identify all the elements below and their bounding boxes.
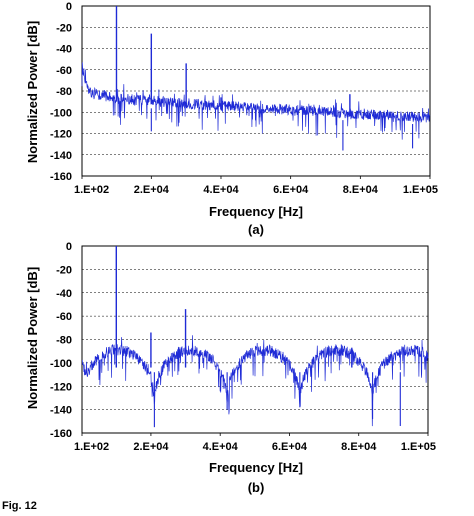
figure-caption: Fig. 12 xyxy=(2,500,37,512)
x-tick-label: 1.E+05 xyxy=(403,184,438,196)
panel-label-a: (a) xyxy=(248,222,264,237)
y-axis-label-b: Normalized Power [dB] xyxy=(25,267,40,409)
y-tick-label: -140 xyxy=(50,150,72,162)
y-tick-label: -80 xyxy=(56,86,72,98)
x-tick-label: 1.E+05 xyxy=(401,441,436,453)
x-tick-labels-a: 1.E+02 2.E+04 4.E+04 6.E+04 8.E+04 1.E+05 xyxy=(74,176,438,196)
y-tick-labels-b: 0 -20 -40 -60 -80 -100 -120 -140 -160 xyxy=(50,241,72,440)
x-tick-label: 6.E+04 xyxy=(272,441,308,453)
y-tick-label: 0 xyxy=(66,241,72,253)
y-tick-label: -20 xyxy=(56,22,72,34)
y-tick-label: -40 xyxy=(56,44,72,56)
y-tick-label: -80 xyxy=(56,335,72,347)
x-tick-label: 2.E+04 xyxy=(133,441,169,453)
panel-a: Normalized Power [dB] 0 -20 -40 -60 -80 -100 -… xyxy=(25,1,438,237)
y-tick-label: -20 xyxy=(56,264,72,276)
spectral-peaks-b xyxy=(115,246,401,428)
x-tick-label: 1.E+02 xyxy=(74,184,109,196)
x-tick-labels-b: 1.E+02 2.E+04 4.E+04 6.E+04 8.E+04 1.E+05 xyxy=(74,433,436,453)
y-tick-label: 0 xyxy=(66,1,72,13)
y-tick-label: -100 xyxy=(50,358,72,370)
panel-label-b: (b) xyxy=(248,480,265,495)
x-tick-label: 6.E+04 xyxy=(273,184,309,196)
spectrum-series-b xyxy=(81,335,429,427)
spectral-peaks-a xyxy=(115,6,414,151)
x-axis-label-a: Frequency [Hz] xyxy=(209,204,303,219)
x-tick-label: 4.E+04 xyxy=(203,184,239,196)
x-tick-label: 8.E+04 xyxy=(343,184,379,196)
x-axis-label-b: Frequency [Hz] xyxy=(209,460,303,475)
y-tick-label: -120 xyxy=(50,129,72,141)
spectrum-series-a xyxy=(81,62,431,140)
figure: Normalized Power [dB] 0 -20 -40 -60 -80 -100 -… xyxy=(25,1,438,495)
x-tick-label: 2.E+04 xyxy=(134,184,170,196)
y-tick-label: -160 xyxy=(50,428,72,440)
x-tick-label: 4.E+04 xyxy=(203,441,239,453)
y-tick-label: -160 xyxy=(50,171,72,183)
x-tick-label: 1.E+02 xyxy=(74,441,109,453)
y-axis-label-a: Normalized Power [dB] xyxy=(25,21,40,163)
x-tick-label: 8.E+04 xyxy=(341,441,377,453)
y-tick-label: -60 xyxy=(56,311,72,323)
y-tick-label: -60 xyxy=(56,65,72,77)
y-tick-label: -40 xyxy=(56,288,72,300)
y-tick-label: -120 xyxy=(50,381,72,393)
y-tick-label: -100 xyxy=(50,107,72,119)
y-tick-labels-a: 0 -20 -40 -60 -80 -100 -120 -140 -160 xyxy=(50,1,72,183)
y-tick-label: -140 xyxy=(50,405,72,417)
gridlines-a xyxy=(82,26,430,156)
panel-b: Normalized Power [dB] 0 -20 -40 -60 -80 -100 -… xyxy=(25,241,436,495)
